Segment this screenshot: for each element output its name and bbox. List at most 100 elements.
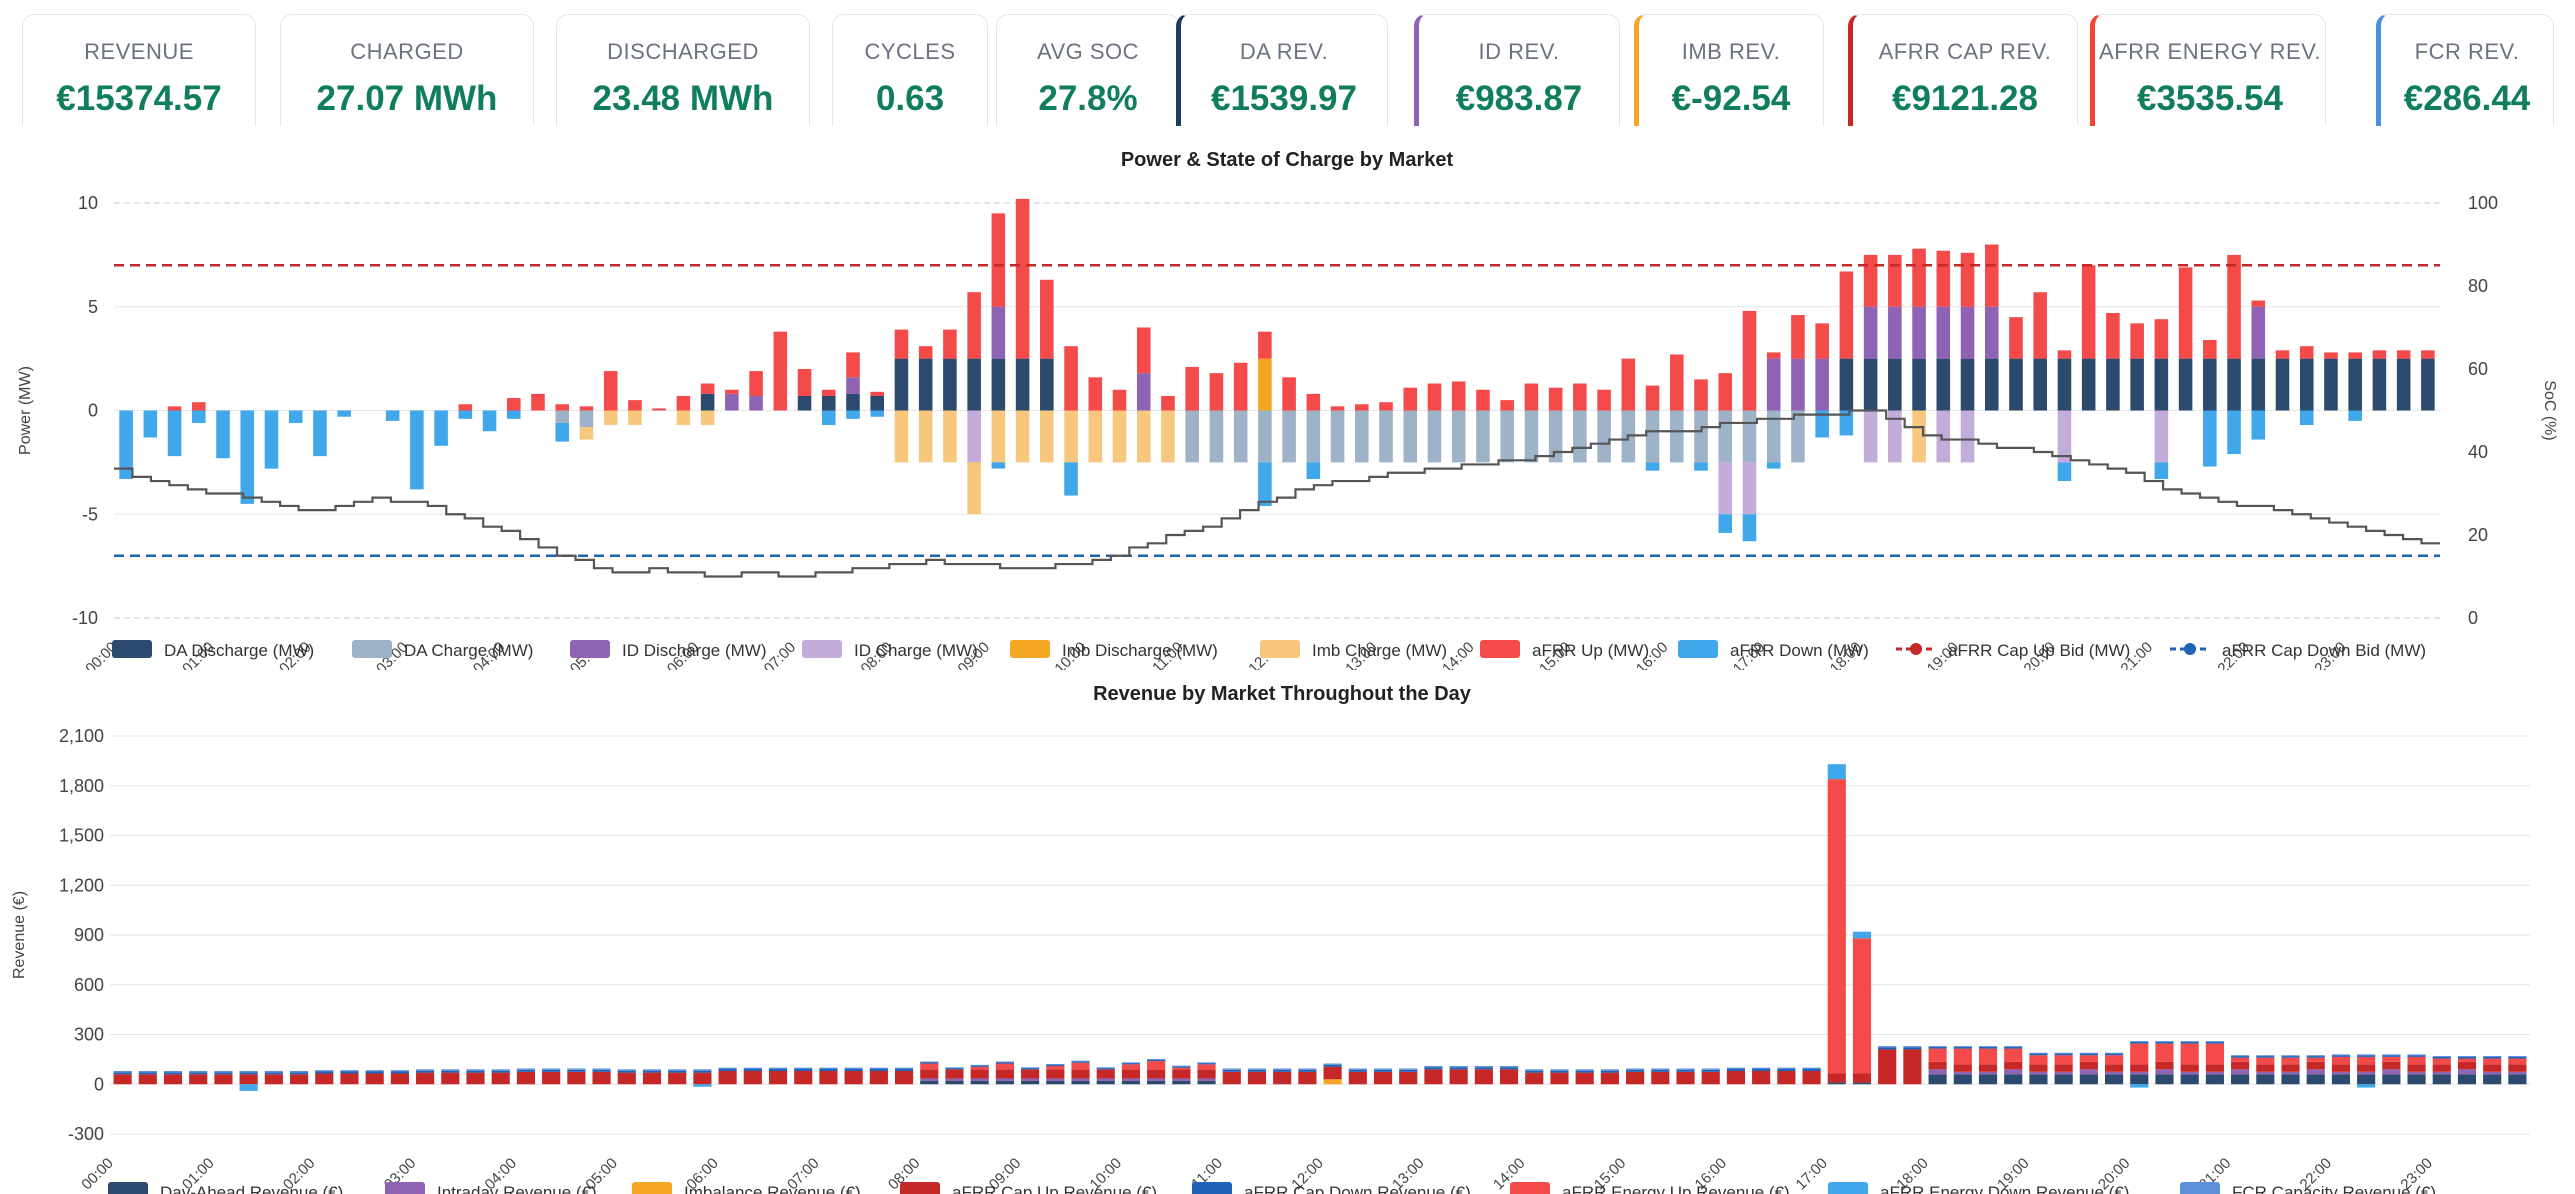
bar <box>1427 383 1442 411</box>
bar <box>1878 1049 1897 1085</box>
bar <box>970 1080 989 1085</box>
bar <box>2178 358 2193 411</box>
bar <box>869 1068 888 1071</box>
bar <box>617 1072 636 1085</box>
legend-swatch <box>2180 1182 2220 1194</box>
bar <box>642 1069 662 1071</box>
bar <box>668 1069 687 1071</box>
bar <box>642 1070 662 1073</box>
bar <box>1766 352 1781 359</box>
bar <box>1071 1060 1090 1062</box>
bar <box>846 377 860 394</box>
bar <box>2372 358 2387 411</box>
bar <box>1021 1067 1040 1070</box>
bar <box>592 1071 611 1085</box>
bar <box>2306 1056 2325 1058</box>
bar <box>2104 1064 2124 1072</box>
bar <box>2154 319 2169 359</box>
bar <box>2205 1074 2224 1085</box>
legend-swatch <box>802 640 842 658</box>
bar <box>920 1078 939 1081</box>
legend-label: DA Charge (MW) <box>404 641 533 660</box>
bar <box>1046 1078 1065 1081</box>
bar <box>2306 1061 2325 1070</box>
legend-swatch <box>1192 1182 1232 1194</box>
bar <box>1726 1070 1746 1085</box>
bar <box>2154 410 2169 463</box>
bar <box>264 1070 283 1073</box>
bar <box>2104 1055 2124 1065</box>
bar <box>2054 1053 2073 1056</box>
bar <box>945 1069 964 1079</box>
bar <box>2382 1074 2401 1085</box>
bar <box>768 1067 788 1069</box>
bar <box>189 1074 208 1085</box>
bar <box>1064 410 1078 463</box>
bar <box>1978 1074 1998 1085</box>
bar <box>1852 931 1872 939</box>
bar <box>995 1062 1014 1064</box>
bar <box>945 1078 964 1081</box>
kpi-value: €15374.57 <box>56 79 222 118</box>
legend-swatch <box>1828 1182 1868 1194</box>
bar <box>1403 410 1418 463</box>
bar <box>1621 358 1636 411</box>
bar <box>2079 1074 2098 1085</box>
kpi-value: 23.48 MWh <box>592 79 774 118</box>
bar <box>693 1070 712 1073</box>
bar <box>2256 1074 2275 1085</box>
bar <box>555 404 570 411</box>
bar <box>821 410 836 426</box>
bar <box>2205 1043 2224 1065</box>
bar <box>1282 377 1296 411</box>
bar <box>1021 1080 1040 1085</box>
bar <box>2382 1069 2401 1075</box>
bar <box>1071 1080 1090 1085</box>
y-tick-label: 0 <box>94 1074 104 1094</box>
kpi-value: €1539.97 <box>1211 79 1357 118</box>
bar <box>2357 1056 2376 1065</box>
bar <box>337 410 351 417</box>
bar <box>1863 410 1878 463</box>
bar <box>1701 1071 1720 1085</box>
bar <box>1548 410 1563 463</box>
bar <box>1247 1068 1267 1070</box>
bar <box>1645 462 1660 471</box>
bar <box>1258 331 1272 359</box>
bar <box>1852 938 1872 1074</box>
legend-swatch <box>1010 640 1050 658</box>
bar <box>1802 1070 1821 1085</box>
bar <box>2079 1069 2098 1075</box>
bar <box>1172 1065 1191 1067</box>
bar <box>1147 1059 1166 1061</box>
bar <box>2306 1055 2325 1057</box>
bar <box>700 393 715 411</box>
bar <box>1888 358 1902 411</box>
bar <box>2004 1061 2023 1070</box>
bar <box>617 1069 636 1071</box>
bar <box>1040 279 1054 359</box>
bar <box>2054 1071 2073 1075</box>
bar <box>163 1070 183 1073</box>
bar <box>1121 1062 1141 1064</box>
bar <box>1600 1070 1619 1073</box>
bar <box>2251 410 2266 440</box>
bar <box>1752 1068 1771 1071</box>
bar <box>967 410 981 463</box>
bar <box>2180 1071 2199 1075</box>
bar <box>491 1069 510 1071</box>
bar <box>2029 1052 2048 1054</box>
bar <box>1960 306 1975 359</box>
bar <box>768 1070 788 1085</box>
bar <box>1476 410 1490 463</box>
kpi-value: €286.44 <box>2403 79 2531 118</box>
bar <box>2057 462 2072 482</box>
kpi-label: DISCHARGED <box>607 39 759 64</box>
bar <box>1676 1071 1695 1085</box>
y-axis-label: Power (MW) <box>17 366 34 455</box>
bar <box>2508 1071 2527 1075</box>
bar <box>2205 1071 2224 1075</box>
bar <box>2004 1074 2023 1085</box>
kpi-label: AFRR ENERGY REV. <box>2099 39 2321 64</box>
legend-swatch <box>385 1182 425 1194</box>
